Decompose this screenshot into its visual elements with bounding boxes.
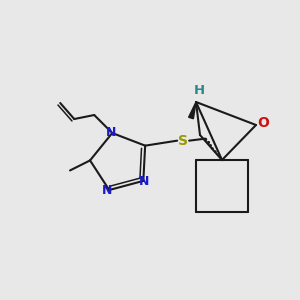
Text: N: N	[106, 125, 116, 139]
Text: H: H	[194, 85, 205, 98]
Text: N: N	[102, 184, 112, 196]
Polygon shape	[189, 102, 196, 119]
Text: S: S	[178, 134, 188, 148]
Text: O: O	[257, 116, 269, 130]
Text: N: N	[139, 176, 149, 188]
